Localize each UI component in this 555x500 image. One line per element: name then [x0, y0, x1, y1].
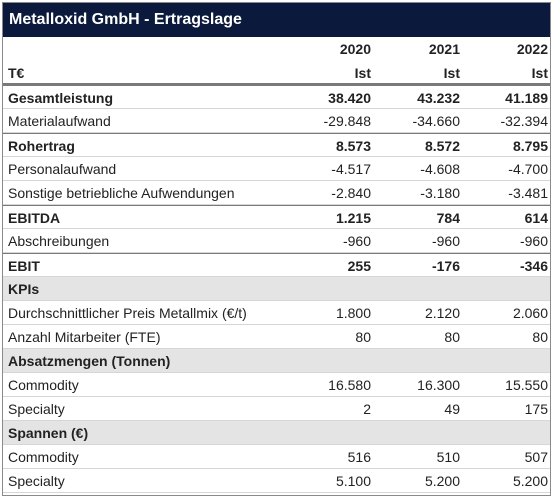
- cell-value: 510: [436, 449, 460, 465]
- cell-value: 5.100: [335, 473, 371, 489]
- year-row: 2020 2021 2022: [3, 37, 550, 61]
- cell-value: 8.572: [424, 138, 460, 154]
- row-label: Rohertrag: [8, 138, 75, 154]
- cell-value: 516: [347, 449, 371, 465]
- data-row: Abschreibungen -960 -960 -960: [3, 229, 550, 253]
- section-label: Spannen (€): [8, 425, 89, 441]
- cell-value: -176: [431, 258, 460, 274]
- cell-value: 8.573: [335, 138, 371, 154]
- cell-value: -2.840: [331, 185, 371, 201]
- row-label: Specialty: [8, 473, 65, 489]
- cell-value: -960: [431, 233, 460, 249]
- cell-value: 41.189: [505, 90, 548, 106]
- data-row: Gesamtleistung 38.420 43.232 41.189: [3, 85, 550, 109]
- table-body: Gesamtleistung 38.420 43.232 41.189 Material…: [3, 85, 550, 493]
- cell-value: -4.608: [420, 161, 460, 177]
- row-label: Materialaufwand: [8, 113, 111, 129]
- cell-value: 8.795: [512, 138, 548, 154]
- data-row: EBITDA 1.215 784 614: [3, 205, 550, 229]
- row-label: Gesamtleistung: [8, 90, 114, 106]
- row-label: Sonstige betriebliche Aufwendungen: [8, 185, 235, 201]
- cell-value: -960: [519, 233, 548, 249]
- row-label: Anzahl Mitarbeiter (FTE): [8, 329, 161, 345]
- data-row: Specialty 2 49 175: [3, 397, 550, 421]
- basis-row: T€ Ist Ist Ist: [3, 61, 550, 85]
- data-row: EBIT 255 -176 -346: [3, 253, 550, 277]
- cell-value: 38.420: [328, 90, 371, 106]
- data-row: Anzahl Mitarbeiter (FTE) 80 80 80: [3, 325, 550, 349]
- cell-value: -3.180: [420, 185, 460, 201]
- data-row: Durchschnittlicher Preis Metallmix (€/t)…: [3, 301, 550, 325]
- section-label: KPIs: [8, 281, 40, 297]
- cell-value: -3.481: [508, 185, 548, 201]
- cell-value: -34.660: [412, 113, 460, 129]
- data-row: Commodity 16.580 16.300 15.550: [3, 373, 550, 397]
- section-label: Absatzmengen (Tonnen): [8, 353, 171, 369]
- table-title: Metalloxid GmbH - Ertragslage: [3, 3, 550, 37]
- cell-value: -4.517: [331, 161, 371, 177]
- data-row: Specialty 5.100 5.200 5.200: [3, 469, 550, 493]
- section-row: Spannen (€): [3, 421, 550, 445]
- cell-value: 784: [436, 210, 460, 226]
- row-label: Durchschnittlicher Preis Metallmix (€/t): [8, 305, 247, 321]
- row-label: EBIT: [8, 258, 40, 274]
- cell-value: 507: [524, 449, 548, 465]
- cell-value: 5.200: [424, 473, 460, 489]
- row-label: Abschreibungen: [8, 233, 110, 249]
- cell-value: 255: [347, 258, 371, 274]
- row-label: Specialty: [8, 401, 65, 417]
- cell-value: 15.550: [505, 377, 548, 393]
- cell-value: 2.120: [424, 305, 460, 321]
- cell-value: 175: [524, 401, 548, 417]
- cell-value: 80: [532, 329, 548, 345]
- cell-value: 16.300: [417, 377, 460, 393]
- year-header: 2020: [339, 41, 371, 57]
- data-row: Commodity 516 510 507: [3, 445, 550, 469]
- basis-header: Ist: [443, 65, 460, 81]
- unit-label: T€: [8, 65, 25, 81]
- cell-value: -4.700: [508, 161, 548, 177]
- basis-header: Ist: [354, 65, 371, 81]
- data-row: Personalaufwand -4.517 -4.608 -4.700: [3, 157, 550, 181]
- section-row: KPIs: [3, 277, 550, 301]
- cell-value: 2: [363, 401, 371, 417]
- cell-value: 614: [524, 210, 548, 226]
- table: Metalloxid GmbH - Ertragslage 2020 2021 20…: [2, 2, 551, 496]
- cell-value: 1.800: [335, 305, 371, 321]
- row-label: Commodity: [8, 449, 79, 465]
- basis-header: Ist: [531, 65, 548, 81]
- row-label: Commodity: [8, 377, 79, 393]
- cell-value: 80: [444, 329, 460, 345]
- data-row: Rohertrag 8.573 8.572 8.795: [3, 133, 550, 157]
- row-label: Personalaufwand: [8, 161, 117, 177]
- cell-value: 49: [444, 401, 460, 417]
- year-header: 2021: [428, 41, 460, 57]
- cell-value: 80: [355, 329, 371, 345]
- cell-value: 1.215: [335, 210, 371, 226]
- cell-value: -960: [342, 233, 371, 249]
- section-row: Absatzmengen (Tonnen): [3, 349, 550, 373]
- year-header: 2022: [516, 41, 548, 57]
- cell-value: 5.200: [512, 473, 548, 489]
- cell-value: 43.232: [417, 90, 460, 106]
- row-label: EBITDA: [8, 210, 61, 226]
- cell-value: -29.848: [323, 113, 371, 129]
- cell-value: -32.394: [500, 113, 548, 129]
- data-row: Sonstige betriebliche Aufwendungen -2.840…: [3, 181, 550, 205]
- data-row: Materialaufwand -29.848 -34.660 -32.394: [3, 109, 550, 133]
- cell-value: -346: [519, 258, 548, 274]
- cell-value: 2.060: [512, 305, 548, 321]
- cell-value: 16.580: [328, 377, 371, 393]
